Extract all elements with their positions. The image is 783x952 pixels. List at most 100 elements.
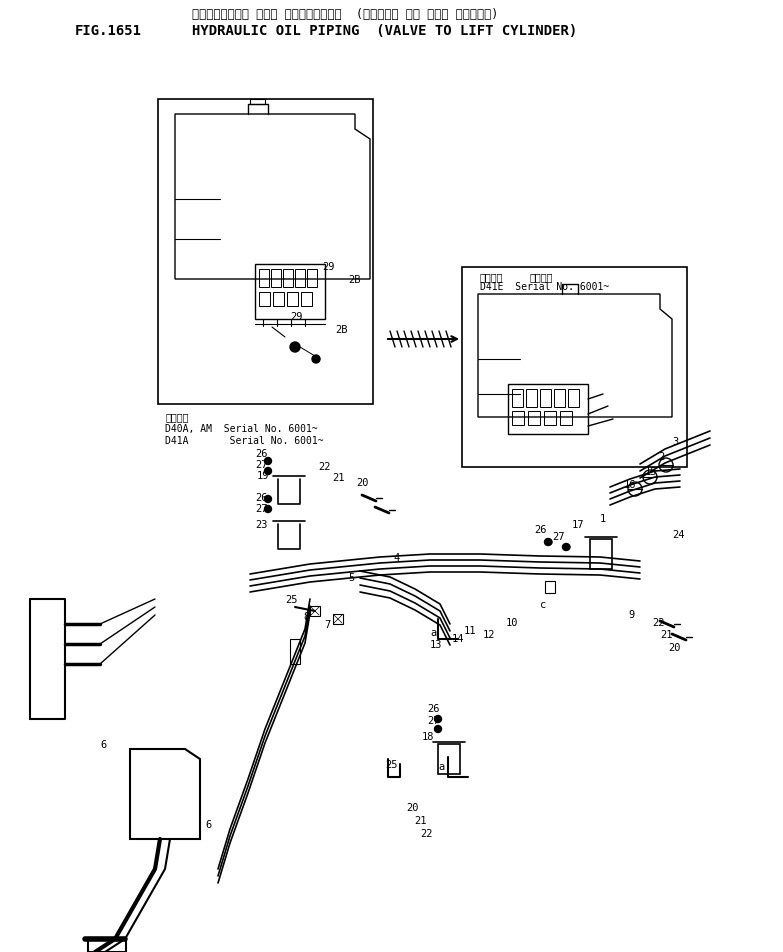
Text: 26: 26 (255, 492, 268, 503)
Text: 22: 22 (420, 828, 432, 838)
Text: 20: 20 (356, 478, 369, 487)
Bar (528, 411, 540, 426)
Text: 10: 10 (506, 617, 518, 627)
Text: a: a (438, 762, 444, 771)
Bar (255, 265, 325, 320)
Text: 22: 22 (318, 462, 330, 471)
Bar (540, 389, 551, 407)
Text: 14: 14 (452, 633, 464, 644)
Text: 2B: 2B (335, 325, 348, 335)
Bar (290, 640, 300, 664)
Text: a: a (430, 627, 436, 637)
Text: 20: 20 (668, 643, 680, 652)
Bar (526, 389, 537, 407)
Bar (508, 385, 588, 434)
Bar (287, 292, 298, 307)
Circle shape (564, 545, 570, 550)
Circle shape (265, 458, 272, 465)
Bar (301, 292, 312, 307)
Text: 27: 27 (552, 531, 565, 542)
Bar (295, 269, 305, 288)
Bar (590, 540, 612, 569)
Bar (283, 269, 293, 288)
Text: 17: 17 (572, 520, 584, 529)
Bar (545, 582, 555, 593)
Text: 26: 26 (427, 704, 439, 713)
Text: 8: 8 (303, 611, 309, 622)
Text: 1: 1 (600, 513, 606, 524)
Text: c: c (540, 600, 547, 609)
Text: 26: 26 (255, 448, 268, 459)
Circle shape (435, 725, 442, 733)
Text: 22: 22 (652, 617, 665, 627)
Text: 2B: 2B (348, 275, 360, 285)
Circle shape (265, 468, 272, 475)
Text: FIG.1651: FIG.1651 (75, 24, 142, 38)
Text: 26: 26 (534, 525, 547, 534)
Text: 29: 29 (322, 262, 334, 271)
Text: 6: 6 (205, 819, 211, 829)
Text: 18: 18 (422, 731, 435, 742)
Polygon shape (478, 295, 672, 418)
Bar (554, 389, 565, 407)
Text: 21: 21 (332, 472, 345, 483)
Bar (158, 100, 373, 405)
Bar (271, 269, 281, 288)
Text: D40A, AM  Serial No. 6001~: D40A, AM Serial No. 6001~ (165, 424, 318, 433)
Bar (307, 269, 317, 288)
Text: 適用号機: 適用号機 (480, 271, 503, 282)
Text: 15: 15 (645, 466, 658, 477)
Text: 23: 23 (255, 520, 268, 529)
Bar (512, 389, 523, 407)
Text: 7: 7 (324, 620, 330, 629)
Bar (462, 268, 687, 467)
Text: 3: 3 (672, 437, 678, 446)
Bar (512, 411, 524, 426)
Bar (250, 100, 265, 105)
Text: 25: 25 (285, 594, 298, 605)
Text: 適用号機: 適用号機 (165, 411, 189, 422)
Circle shape (562, 544, 569, 551)
Bar (259, 269, 269, 288)
Text: 19: 19 (257, 470, 269, 481)
Text: 24: 24 (672, 529, 684, 540)
Text: 27: 27 (255, 504, 268, 513)
Text: 適用号機: 適用号機 (530, 271, 554, 282)
Text: 21: 21 (414, 815, 427, 825)
Circle shape (546, 540, 552, 545)
Bar (333, 614, 343, 625)
Text: 4: 4 (393, 552, 399, 563)
Text: D41A       Serial No. 6001~: D41A Serial No. 6001~ (165, 436, 323, 446)
Text: 25: 25 (385, 759, 398, 769)
Circle shape (265, 496, 272, 503)
Text: 9: 9 (628, 609, 634, 620)
Circle shape (435, 716, 442, 723)
Text: 11: 11 (464, 625, 477, 635)
Circle shape (290, 343, 300, 352)
Text: 21: 21 (660, 629, 673, 640)
Bar (438, 744, 460, 774)
Text: 16: 16 (624, 480, 637, 489)
Bar (88, 939, 126, 952)
Circle shape (312, 356, 320, 364)
Text: 2: 2 (658, 451, 664, 462)
Text: HYDRAULIC OIL PIPING  (VALVE TO LIFT CYLINDER): HYDRAULIC OIL PIPING (VALVE TO LIFT CYLI… (192, 24, 577, 38)
Bar (560, 411, 572, 426)
Text: 5: 5 (348, 572, 354, 583)
Bar (568, 389, 579, 407)
Text: 27: 27 (427, 715, 439, 725)
Bar (310, 606, 320, 616)
Polygon shape (175, 115, 370, 280)
Circle shape (265, 506, 272, 513)
Text: 20: 20 (406, 803, 418, 812)
Text: ハイト゚ロリック オイル パイピンク゚  (パルプ カラ リフト シリンタ゚): ハイト゚ロリック オイル パイピンク゚ (パルプ カラ リフト シリンタ… (192, 8, 498, 21)
Bar (273, 292, 284, 307)
Circle shape (544, 539, 551, 545)
Bar (544, 411, 556, 426)
Text: 29: 29 (290, 311, 302, 322)
Bar (259, 292, 270, 307)
Text: 13: 13 (430, 640, 442, 649)
Text: 6: 6 (100, 739, 106, 749)
Text: 12: 12 (483, 629, 496, 640)
Text: D41E  Serial No. 6001~: D41E Serial No. 6001~ (480, 282, 609, 291)
